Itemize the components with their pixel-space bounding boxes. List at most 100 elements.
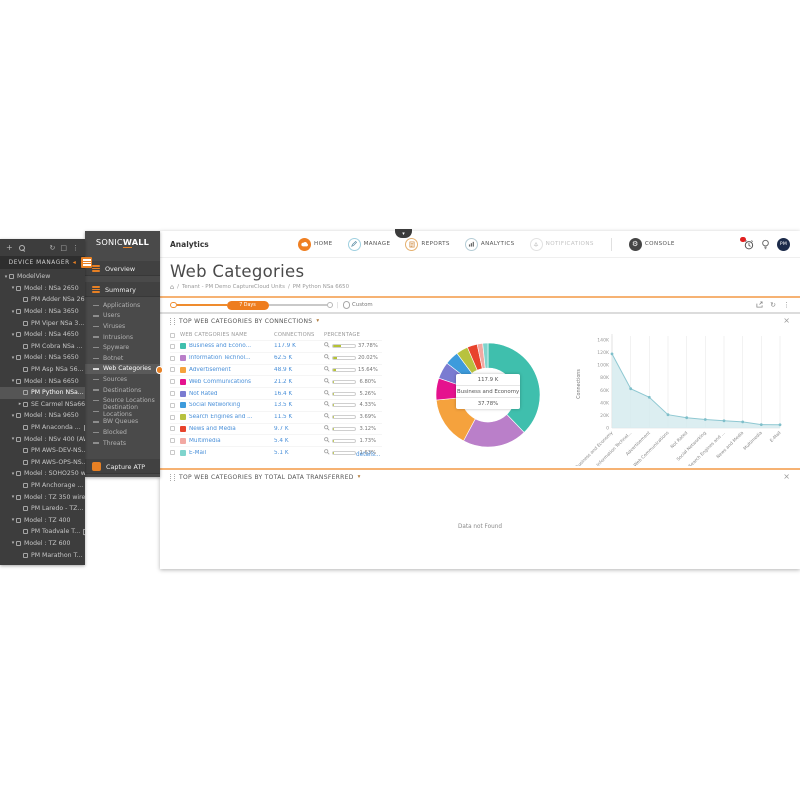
lightbulb-icon[interactable] — [761, 235, 770, 254]
slider-start-node[interactable] — [170, 301, 177, 309]
row-checkbox[interactable] — [170, 355, 175, 361]
category-name-link[interactable]: Advertisement — [189, 366, 231, 373]
connections-link[interactable]: 16.4 K — [274, 390, 293, 397]
tree-item[interactable]: ▾ Model : NSa 2650 — [0, 283, 85, 295]
tree-item[interactable]: ▾ Model : TZ 350 wireless ... — [0, 491, 85, 503]
category-name-link[interactable]: Information Technol... — [189, 355, 251, 362]
magnifier-icon[interactable] — [324, 448, 330, 457]
caret-down-icon[interactable]: ▾ — [11, 378, 15, 385]
refresh-icon[interactable]: ↻ — [770, 301, 776, 309]
tree-item[interactable]: ▾PM Anchorage ... — [0, 480, 85, 492]
details-link[interactable]: details... — [356, 452, 381, 458]
tree-item[interactable]: ▾PM Asp NSa 56... — [0, 364, 85, 376]
sidebar-item-bw-queues[interactable]: BW Queues — [85, 417, 160, 428]
sidebar-item-capture-atp[interactable]: Capture ATP — [85, 459, 160, 474]
nav-notifications[interactable]: NOTIFICATIONS — [529, 237, 594, 251]
nav-analytics[interactable]: ANALYTICS — [464, 237, 515, 251]
alarm-clock-icon[interactable] — [740, 236, 754, 250]
sidebar-item-overview[interactable]: Overview — [85, 261, 160, 276]
tree-item[interactable]: ▾ Model : TZ 400 — [0, 514, 85, 526]
magnifier-icon[interactable] — [324, 401, 330, 409]
row-checkbox[interactable] — [170, 450, 175, 456]
row-checkbox[interactable] — [170, 402, 175, 408]
tree-item[interactable]: ▾PM Laredo - TZ... — [0, 503, 85, 515]
breadcrumb-home-icon[interactable]: ⌂ — [170, 283, 175, 291]
section-close-icon[interactable]: × — [783, 316, 790, 325]
time-range-pill[interactable]: 7 Days — [226, 300, 269, 310]
collapse-tab[interactable]: ▾ — [395, 229, 412, 238]
magnifier-icon[interactable] — [324, 389, 330, 398]
connections-link[interactable]: 9.7 K — [274, 425, 289, 432]
caret-down-icon[interactable]: ▾ — [11, 354, 15, 361]
tree-item[interactable]: ▾ ModelView — [0, 271, 85, 283]
sidebar-item-summary[interactable]: Summary — [85, 282, 160, 297]
tree-item[interactable]: ▾PM Python NSa... — [0, 386, 85, 399]
refresh-icon[interactable]: ↻ — [49, 243, 56, 252]
tree-item[interactable]: ▾ Model : SOHO250 wirele... — [0, 468, 85, 480]
tree-item[interactable]: ▾PM AWS-OPS-NS... — [0, 457, 85, 469]
custom-range-radio[interactable] — [342, 301, 351, 309]
caret-right-icon[interactable]: ▸ — [18, 401, 22, 408]
search-icon[interactable] — [18, 244, 25, 251]
tree-item[interactable]: ▾PM Toadvale T... — [0, 526, 85, 538]
caret-down-icon[interactable]: ▾ — [11, 331, 15, 338]
sidebar-item-viruses[interactable]: Viruses — [85, 321, 160, 332]
tree-item[interactable]: ▾ Model : NSa 4650 — [0, 329, 85, 341]
drag-handle-icon[interactable] — [170, 473, 175, 481]
category-name-link[interactable]: E-Mail — [189, 449, 207, 456]
tree-item[interactable]: ▾ Model : TZ 600 — [0, 538, 85, 550]
magnifier-icon[interactable] — [324, 366, 330, 374]
tree-item[interactable]: ▾ Model : NSv 400 (AWS) — [0, 433, 85, 445]
tree-item[interactable]: ▾PM AWS-DEV-NS... — [0, 445, 85, 457]
user-avatar[interactable]: PM — [777, 237, 790, 251]
sidebar-item-applications[interactable]: Applications — [85, 300, 160, 311]
export-icon[interactable] — [756, 300, 763, 310]
device-manager-menu-icon[interactable] — [81, 257, 92, 268]
row-checkbox[interactable] — [170, 343, 175, 349]
category-name-link[interactable]: News and Media — [189, 425, 236, 432]
row-checkbox[interactable] — [170, 391, 175, 397]
magnifier-icon[interactable] — [324, 354, 330, 362]
tree-item[interactable]: ▾ Model : NSa 3650 — [0, 306, 85, 318]
magnifier-icon[interactable] — [324, 378, 330, 386]
sidebar-item-users[interactable]: Users — [85, 311, 160, 322]
connections-link[interactable]: 117.9 K — [274, 343, 296, 350]
magnifier-icon[interactable] — [324, 436, 330, 445]
collapse-icon[interactable]: ◂ — [72, 259, 77, 266]
tree-item[interactable]: ▾PM Adder NSa 2650 — [0, 294, 85, 306]
row-checkbox[interactable] — [170, 367, 175, 373]
sidebar-item-botnet[interactable]: Botnet — [85, 353, 160, 364]
sidebar-item-web-categories[interactable]: Web Categories — [85, 363, 163, 375]
connections-link[interactable]: 48.9 K — [274, 366, 293, 373]
magnifier-icon[interactable] — [324, 413, 330, 421]
tree-item[interactable]: ▾PM Cobra NSa ... — [0, 341, 85, 353]
tree-item[interactable]: ▾ Model : NSa 9650 — [0, 410, 85, 422]
caret-down-icon[interactable]: ▾ — [4, 273, 8, 280]
header-connections[interactable]: CONNECTIONS — [274, 332, 315, 338]
row-checkbox[interactable] — [170, 379, 175, 385]
sidebar-item-sources[interactable]: Sources — [85, 374, 160, 385]
nav-home[interactable]: HOME — [298, 237, 333, 251]
sidebar-item-destination-locations[interactable]: Destination Locations — [85, 404, 160, 418]
category-name-link[interactable]: Web Communications — [189, 378, 251, 385]
caret-down-icon[interactable]: ▾ — [11, 308, 15, 315]
sidebar-item-intrusions[interactable]: Intrusions — [85, 332, 160, 343]
nav-manage[interactable]: MANAGE — [347, 237, 391, 251]
drag-handle-icon[interactable] — [170, 317, 175, 325]
category-name-link[interactable]: Not Rated — [189, 390, 218, 397]
caret-down-icon[interactable]: ▾ — [11, 285, 15, 292]
caret-down-icon[interactable]: ▾ — [11, 436, 15, 443]
section-caret-icon[interactable]: ▾ — [357, 474, 361, 480]
nav-reports[interactable]: REPORTS — [405, 237, 449, 251]
breadcrumb-tenant[interactable]: Tenant - PM Demo CaptureCloud Units — [181, 284, 285, 290]
caret-down-icon[interactable]: ▾ — [11, 540, 15, 547]
caret-down-icon[interactable]: ▾ — [11, 412, 15, 419]
category-name-link[interactable]: Multimedia — [189, 437, 221, 444]
connections-link[interactable]: 21.2 K — [274, 378, 293, 385]
category-name-link[interactable]: Social Networking — [189, 402, 241, 409]
slider-track-active[interactable] — [176, 304, 227, 306]
slider-end-node[interactable] — [326, 302, 333, 308]
connections-link[interactable]: 5.1 K — [274, 449, 289, 456]
tree-item[interactable]: ▾ Model : NSa 5650 — [0, 352, 85, 364]
